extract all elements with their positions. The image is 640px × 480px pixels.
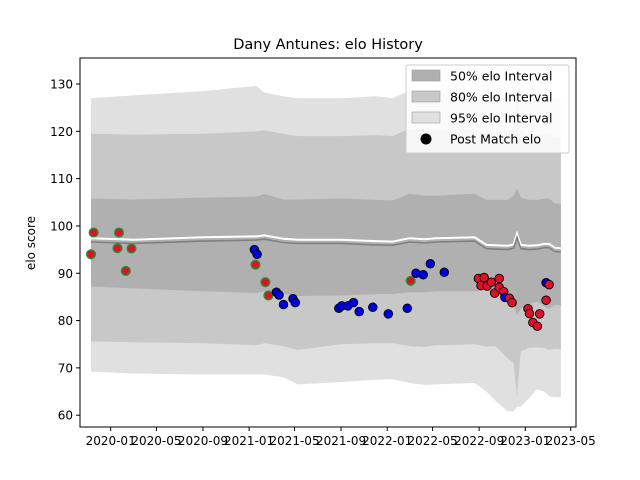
post-match-elo-point [534, 309, 545, 319]
post-match-elo-point [113, 227, 125, 238]
post-match-elo-point [402, 303, 413, 314]
post-match-elo-point [524, 308, 535, 319]
post-match-elo-point [260, 277, 271, 288]
post-match-elo-point [405, 275, 416, 286]
legend-label: 80% elo Interval [450, 90, 552, 105]
legend-label: 50% elo Interval [450, 69, 552, 84]
y-tick-label: 70 [58, 361, 73, 375]
plot-area [85, 85, 561, 412]
legend: 50% elo Interval 80% elo Interval 95% elo … [405, 64, 570, 154]
legend-marker [420, 133, 432, 145]
axes-frame [79, 57, 577, 428]
legend-swatch [411, 90, 441, 103]
y-tick-label: 110 [50, 172, 73, 186]
post-match-elo-point [252, 249, 262, 260]
x-tick-label: 2023-01 [500, 434, 550, 448]
x-tick-label: 2021-05 [269, 434, 319, 448]
y-tick-label: 60 [58, 409, 73, 423]
post-match-elo-point [88, 227, 99, 238]
chart-title: Dany Antunes: elo History [233, 37, 423, 53]
legend-label: Post Match elo [450, 132, 541, 147]
y-tick-label: 120 [50, 125, 73, 139]
y-tick-label: 130 [50, 78, 73, 92]
band-50-interval [91, 188, 561, 316]
post-match-elo-point [479, 272, 489, 283]
post-match-elo-point [532, 321, 543, 331]
post-match-elo-point [112, 243, 123, 254]
upper-mean-line [90, 230, 561, 250]
legend-box [405, 64, 570, 154]
post-match-elo-point [250, 259, 261, 270]
x-tick-label: 2022-01 [362, 434, 412, 448]
legend-label: 95% elo Interval [450, 111, 552, 126]
x-tick-label: 2020-05 [131, 434, 181, 448]
post-match-elo-point [439, 267, 450, 278]
legend-swatch [411, 69, 441, 82]
y-axis: 60 70 80 90 100 110 120 130 [50, 78, 80, 423]
post-match-elo-point [85, 249, 97, 260]
y-axis-label: elo score [24, 216, 38, 270]
band-50-layer [91, 188, 561, 316]
x-tick-label: 2022-05 [408, 434, 458, 448]
post-match-elo-point [126, 243, 137, 254]
x-tick-label: 2020-01 [86, 434, 136, 448]
post-match-points [85, 227, 554, 331]
post-match-elo-point [290, 297, 301, 308]
y-tick-label: 100 [50, 219, 73, 233]
post-match-elo-point [383, 309, 394, 319]
post-match-elo-point [368, 302, 378, 313]
legend-swatch [411, 111, 441, 124]
post-match-elo-point [120, 265, 131, 276]
x-tick-label: 2023-05 [546, 434, 596, 448]
x-tick-label: 2021-01 [224, 434, 274, 448]
post-match-elo-point [348, 297, 359, 308]
post-match-elo-point [494, 273, 504, 284]
post-match-elo-point [418, 269, 428, 280]
post-match-elo-point [425, 259, 436, 269]
mean-elo-line [90, 234, 561, 253]
x-tick-label: 2021-09 [316, 434, 366, 448]
post-match-elo-point [354, 306, 364, 317]
post-match-elo-point [541, 295, 551, 305]
x-tick-label: 2020-09 [178, 434, 228, 448]
y-tick-label: 80 [58, 314, 73, 328]
x-axis: 2020-012020-052020-092021-012021-052021-… [86, 427, 596, 448]
post-match-elo-point [544, 279, 554, 290]
post-match-elo-point [263, 290, 274, 301]
y-tick-label: 90 [58, 267, 73, 281]
post-match-elo-point [507, 297, 517, 308]
post-match-elo-point [486, 277, 497, 287]
post-match-elo-point [274, 290, 284, 300]
post-match-elo-point [278, 299, 289, 310]
x-tick-label: 2022-09 [454, 434, 504, 448]
